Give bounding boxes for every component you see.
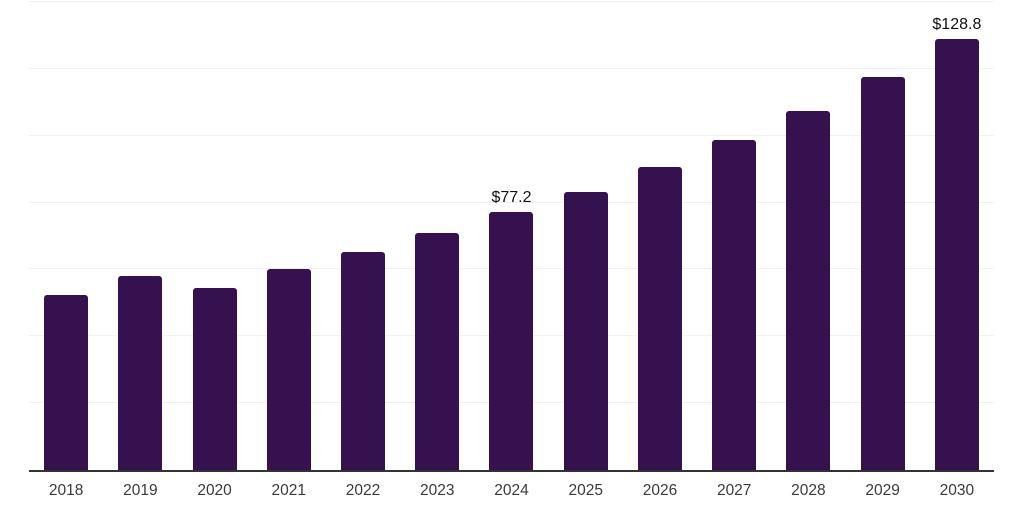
bar-2026 [637, 167, 682, 470]
bar-2029 [860, 76, 905, 470]
bar-2028 [786, 110, 831, 470]
bar-2019 [118, 275, 163, 470]
bar-slot-2028 [771, 2, 845, 470]
x-axis-labels: 2018 2019 2020 2021 2022 2023 2024 2025 2026 2027… [29, 483, 994, 505]
bar-slot-2026 [623, 2, 697, 470]
bar-slot-2018 [29, 2, 103, 470]
bar-slot-2029 [846, 2, 920, 470]
bar-2018 [44, 294, 89, 470]
bar-2023 [415, 233, 460, 470]
bar-slot-2027 [697, 2, 771, 470]
bar-slot-2021 [252, 2, 326, 470]
x-tick-label-2026: 2026 [642, 482, 678, 499]
bar-slot-2022 [326, 2, 400, 470]
x-tick-label-2019: 2019 [123, 482, 158, 499]
bar-2020 [192, 287, 237, 470]
gridline-140 [29, 1, 994, 2]
bar-slot-2020 [177, 2, 251, 470]
x-tick-label-2021: 2021 [271, 482, 307, 499]
data-label-2024: $77.2 [491, 188, 532, 206]
bar-slot-2019 [103, 2, 177, 470]
bar-2022 [341, 251, 386, 470]
bar-2021 [266, 269, 311, 470]
data-label-2030: $128.8 [932, 16, 982, 34]
bar-2027 [712, 140, 757, 470]
bar-slot-2030: $128.8 [920, 2, 994, 470]
x-tick-label-2022: 2022 [345, 482, 381, 499]
gridline-80 [29, 201, 994, 203]
x-tick-label-2024: 2024 [494, 482, 529, 499]
x-tick-label-2020: 2020 [197, 482, 232, 499]
x-tick-label-2028: 2028 [791, 482, 826, 499]
x-tick-label-2018: 2018 [48, 482, 84, 499]
bar-slot-2023 [400, 2, 474, 470]
x-tick-label-2029: 2029 [865, 482, 900, 499]
bar-2030 [934, 39, 979, 470]
gridline-100 [29, 134, 994, 136]
x-tick-label-2027: 2027 [716, 482, 752, 499]
x-tick-label-2030: 2030 [939, 482, 975, 499]
bar-slot-2024: $77.2 [474, 2, 548, 470]
plot-area: $77.2 $128.8 [29, 1, 994, 472]
bar-2024 [489, 211, 534, 470]
x-tick-label-2025: 2025 [568, 482, 603, 499]
gridline-120 [29, 67, 994, 69]
bar-slot-2025 [549, 2, 623, 470]
bar-2025 [563, 191, 608, 470]
x-tick-label-2023: 2023 [420, 482, 455, 499]
